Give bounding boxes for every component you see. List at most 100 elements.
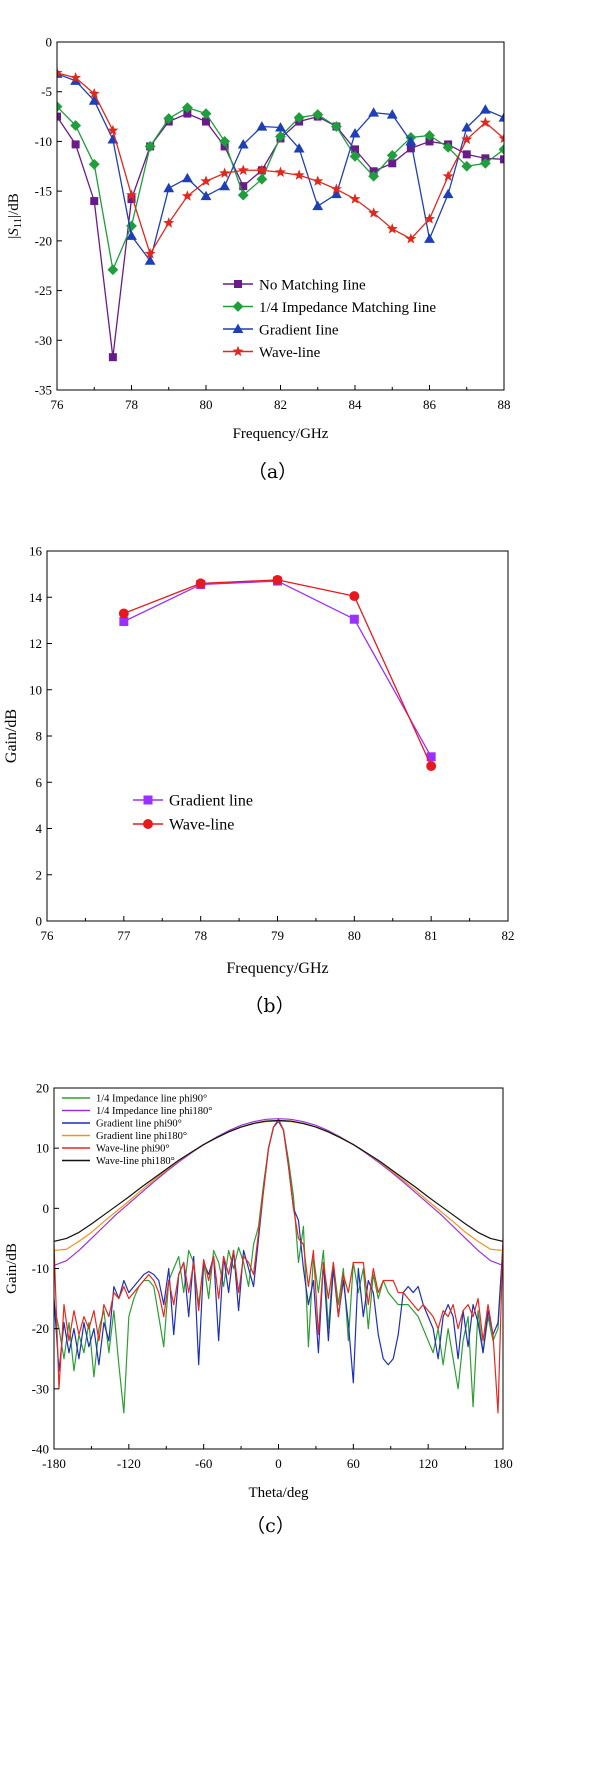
data-point-a-3-9	[219, 167, 231, 178]
y-tick-label: 8	[36, 729, 43, 744]
x-tick-label: 84	[349, 397, 363, 412]
legend-label-2: Gradient Iine	[259, 322, 339, 338]
data-point-a-0-3	[108, 353, 117, 362]
y-tick-label: 4	[36, 821, 43, 836]
x-tick-label: 86	[423, 397, 437, 412]
data-point-a-1-14	[312, 109, 324, 120]
data-point-a-3-8	[200, 175, 212, 186]
data-point-a-0-10	[239, 182, 248, 191]
y-axis-label: Gain/dB	[4, 1243, 20, 1294]
data-point-a-2-16	[349, 128, 361, 138]
x-axis-label: Frequency/GHz	[233, 426, 329, 442]
y-tick-label: -35	[35, 383, 52, 398]
data-point-a-1-18	[386, 149, 398, 161]
data-point-b-1-2	[272, 574, 283, 585]
legend-marker-1	[143, 819, 153, 829]
y-tick-label: -30	[32, 1381, 49, 1396]
data-point-a-3-17	[368, 207, 380, 218]
data-point-a-1-20	[424, 130, 435, 141]
data-point-a-1-24	[498, 143, 504, 155]
legend-label-0: No Matching Iine	[259, 277, 366, 293]
panel-caption-b: （b）	[244, 995, 294, 1017]
y-tick-label: -30	[35, 333, 52, 348]
x-tick-label: 76	[51, 397, 65, 412]
y-tick-label: 16	[29, 544, 43, 559]
data-point-a-2-11	[256, 121, 268, 131]
y-tick-label: 14	[29, 590, 43, 605]
data-point-a-0-24	[500, 155, 504, 164]
data-point-a-1-9	[219, 136, 231, 147]
data-point-a-1-3	[107, 264, 119, 276]
data-point-a-1-12	[275, 131, 286, 142]
data-point-a-0-4	[127, 195, 136, 204]
x-tick-label: 76	[41, 928, 55, 943]
data-point-a-1-5	[144, 141, 156, 152]
y-tick-label: -15	[35, 184, 52, 199]
data-point-a-3-2	[88, 87, 100, 99]
legend-label-4: Wave-line phi90°	[96, 1144, 170, 1155]
y-tick-label: 20	[36, 1081, 49, 1096]
data-point-a-1-0	[57, 101, 63, 113]
data-point-a-2-24	[498, 112, 504, 122]
data-point-a-3-7	[181, 190, 193, 201]
legend-label-1: Wave-line	[169, 817, 234, 834]
data-point-a-3-23	[479, 116, 491, 128]
y-tick-label: 10	[36, 1141, 49, 1156]
data-point-a-1-8	[200, 108, 212, 119]
chart-panel-c: -180 -120 -60 0 60 120 180 20 10 0 -10 -20 -30 -40 The…	[4, 1081, 513, 1538]
data-point-b-0-4	[426, 752, 436, 762]
data-point-a-2-7	[181, 172, 193, 183]
chart-panel-a: 76 78 80 82 84 86 88 0 -5 -10 -15 -20 -25 -30 -35 Frequ…	[6, 35, 511, 484]
data-point-a-1-11	[256, 173, 268, 185]
data-point-a-1-10	[237, 189, 249, 201]
data-point-a-1-6	[163, 113, 175, 124]
y-tick-label: -10	[35, 134, 52, 149]
series-line-c-5	[54, 1119, 503, 1243]
legend-marker-0	[143, 795, 153, 805]
data-point-a-1-22	[461, 160, 473, 172]
data-point-a-2-15	[330, 188, 342, 199]
y-tick-label: 12	[29, 636, 42, 651]
legend-b: Gradient line Wave-line	[133, 793, 253, 834]
data-point-a-3-0	[57, 67, 63, 78]
data-point-a-2-5	[144, 255, 156, 265]
x-tick-label: -60	[195, 1456, 212, 1471]
legend-label-3: Wave-line	[259, 345, 321, 361]
y-axis-label: Gain/dB	[3, 709, 20, 763]
y-tick-label: -40	[32, 1442, 49, 1457]
data-point-a-3-5	[144, 247, 156, 259]
data-point-a-0-1	[71, 140, 80, 149]
x-tick-label: 0	[275, 1456, 282, 1471]
data-point-a-3-18	[386, 223, 398, 234]
data-point-a-2-20	[424, 233, 435, 243]
x-tick-label: 120	[418, 1456, 438, 1471]
data-point-a-2-18	[386, 109, 398, 119]
data-point-b-0-0	[119, 617, 129, 627]
x-tick-label: 180	[493, 1456, 513, 1471]
y-tick-label: 0	[36, 914, 43, 929]
x-tick-label: 60	[347, 1456, 360, 1471]
data-point-a-3-20	[423, 213, 436, 224]
x-tick-label: 82	[502, 928, 515, 943]
y-tick-label: -25	[35, 283, 52, 298]
data-point-a-3-19	[405, 233, 417, 244]
x-tick-label: 81	[425, 928, 438, 943]
legend-marker-3	[232, 345, 244, 357]
data-point-a-1-13	[293, 112, 305, 123]
data-point-a-2-21	[442, 188, 454, 199]
data-point-a-2-8	[200, 190, 212, 201]
legend-marker-1	[232, 301, 244, 312]
y-tick-label: 10	[29, 682, 42, 697]
data-point-a-1-23	[479, 157, 491, 169]
data-point-a-2-14	[312, 200, 324, 211]
data-point-a-1-7	[181, 102, 193, 114]
legend-label-1: 1/4 Impedance Matching Iine	[259, 300, 436, 316]
data-point-a-2-10	[237, 139, 249, 149]
y-tick-label: 0	[43, 1201, 50, 1216]
data-point-b-1-4	[426, 761, 437, 772]
data-point-a-1-1	[70, 120, 82, 131]
data-point-a-3-1	[70, 71, 82, 83]
plot-area-b	[118, 574, 437, 772]
data-point-a-2-2	[88, 95, 100, 105]
data-point-a-2-12	[275, 122, 286, 132]
